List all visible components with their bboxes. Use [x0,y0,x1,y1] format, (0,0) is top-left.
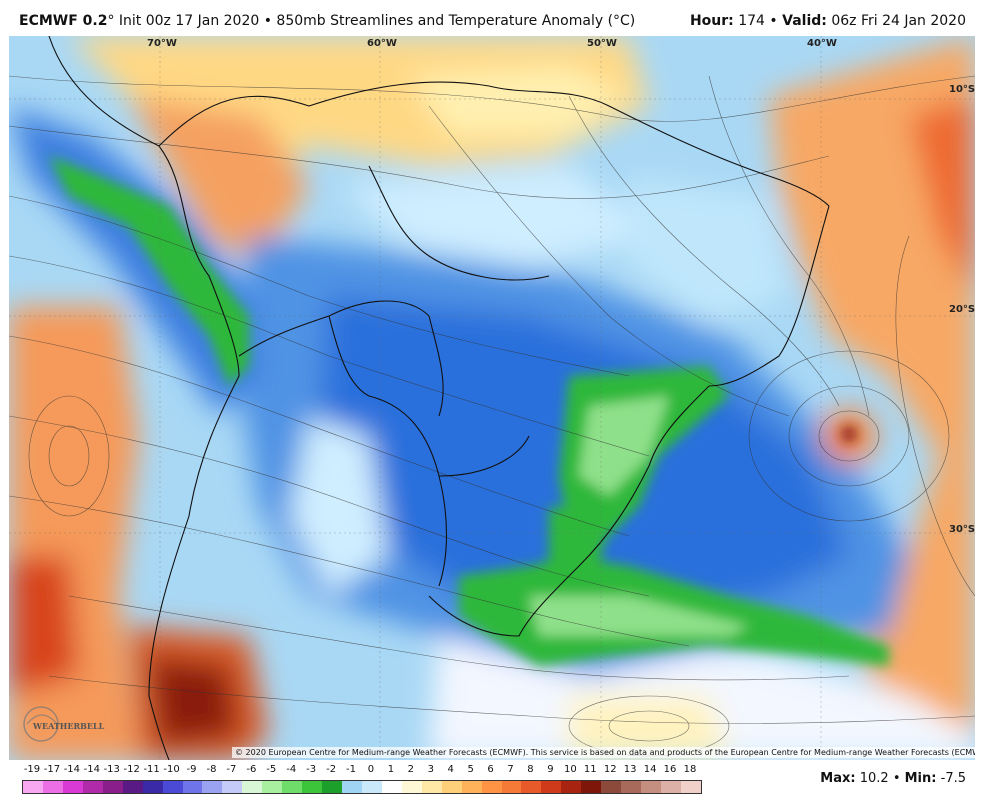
legend-tick-label: 5 [467,764,474,775]
legend-swatch [302,781,323,793]
legend-tick-label: -5 [266,764,277,775]
max-label: Max: [820,771,856,786]
legend-tick-label: 18 [683,764,697,775]
legend-swatch [202,781,223,793]
lat-label-10s: 10°S [949,84,975,95]
legend-color-bar [22,780,702,794]
legend-swatch [641,781,661,793]
legend-swatch [441,781,462,793]
legend-tick-label: 9 [547,764,554,775]
max-min-summary: Max: 10.2 • Min: -7.5 [820,771,966,786]
forecast-map[interactable]: 70°W 60°W 50°W 40°W 10°S 20°S 30°S WEATH… [9,36,975,760]
lon-label-50w: 50°W [587,38,617,49]
legend-swatch [222,781,243,793]
legend-swatch [581,781,602,793]
legend-tick-label: -8 [206,764,217,775]
legend-tick-label: -6 [246,764,257,775]
legend-tick-label: 16 [663,764,677,775]
logo-text: WEATHERBELL [33,721,105,731]
copyright-notice: © 2020 European Centre for Medium-range … [232,747,975,758]
legend-swatch [122,781,143,793]
legend-tick-label: -11 [143,764,160,775]
legend-swatch [501,781,522,793]
legend-swatch [102,781,123,793]
legend-swatch [62,781,83,793]
lon-label-70w: 70°W [147,38,177,49]
lon-label-60w: 60°W [367,38,397,49]
legend-tick-label: -9 [186,764,197,775]
legend-swatch [401,781,422,793]
legend-swatch [242,781,263,793]
map-title: ECMWF 0.2° Init 00z 17 Jan 2020 • 850mb … [19,13,635,29]
lat-label-30s: 30°S [949,524,975,535]
legend-tick-label: -2 [326,764,337,775]
legend-swatch [621,781,642,793]
legend-tick-label: 1 [387,764,395,775]
legend-swatch [282,781,303,793]
valid-value: 06z Fri 24 Jan 2020 [831,13,966,29]
legend-tick-label: 10 [563,764,577,775]
legend-swatch [42,781,63,793]
legend-tick-label: 2 [407,764,415,775]
graticule [9,36,975,760]
header: ECMWF 0.2° Init 00z 17 Jan 2020 • 850mb … [0,0,984,36]
legend-swatch [461,781,482,793]
legend-swatch [82,781,103,793]
legend-tick-label: -7 [226,764,237,775]
legend-swatch [23,781,43,793]
legend-swatch [381,781,402,793]
legend-swatch [541,781,562,793]
legend-swatch [162,781,183,793]
legend-tick-label: -1 [346,764,357,775]
legend-swatch [521,781,542,793]
legend-swatch [182,781,203,793]
weatherbell-logo: WEATHERBELL [23,704,104,746]
legend-tick-label: 11 [583,764,597,775]
valid-time: Hour: 174 • Valid: 06z Fri 24 Jan 2020 [689,13,966,29]
hour-label: Hour: [689,13,734,29]
legend-tick-label: 12 [603,764,617,775]
anomaly-field [9,36,975,760]
streamlines [9,75,975,757]
legend-tick-label: 13 [623,764,637,775]
legend-tick-label: 14 [643,764,657,775]
legend-tick-label: -3 [306,764,317,775]
max-value: 10.2 [859,771,889,786]
legend-tick-label: -17 [43,764,61,775]
legend-tick-label: 6 [487,764,494,775]
legend-swatch [661,781,681,793]
model-name: ECMWF 0.2 [19,13,108,29]
legend-swatch [342,781,362,793]
legend-swatch [601,781,622,793]
legend-swatch [142,781,163,793]
legend-swatch [481,781,502,793]
legend-swatch [680,781,701,793]
min-label: Min: [904,771,937,786]
valid-label: Valid: [782,13,827,29]
lon-label-40w: 40°W [807,38,837,49]
legend-tick-label: 3 [427,764,434,775]
legend-tick-label: 7 [507,764,514,775]
legend-tick-label: 0 [367,764,375,775]
coastlines [48,36,830,760]
color-legend: -19 -17 -14 -14 -13 -12 -11 -10 -9 -8 -7 -6 -5 -4 -3 -2… [22,764,702,794]
legend-swatch [322,781,342,793]
legend-swatch [361,781,382,793]
lat-label-20s: 20°S [949,304,975,315]
min-value: -7.5 [940,771,966,786]
legend-tick-label: -13 [103,764,120,775]
init-description: ° Init 00z 17 Jan 2020 • 850mb Streamlin… [107,13,636,29]
legend-swatch [561,781,582,793]
legend-tick-label: -14 [83,764,100,775]
legend-tick-label: 8 [527,764,534,775]
legend-tick-label: -14 [63,764,81,775]
legend-tick-label: 4 [447,764,454,775]
hour-value: 174 [738,13,765,29]
legend-swatch [262,781,283,793]
legend-tick-label: -10 [163,764,180,775]
legend-swatch [421,781,442,793]
legend-tick-label: -19 [23,764,41,775]
legend-tick-label: -4 [286,764,297,775]
legend-tick-label: -12 [123,764,140,775]
